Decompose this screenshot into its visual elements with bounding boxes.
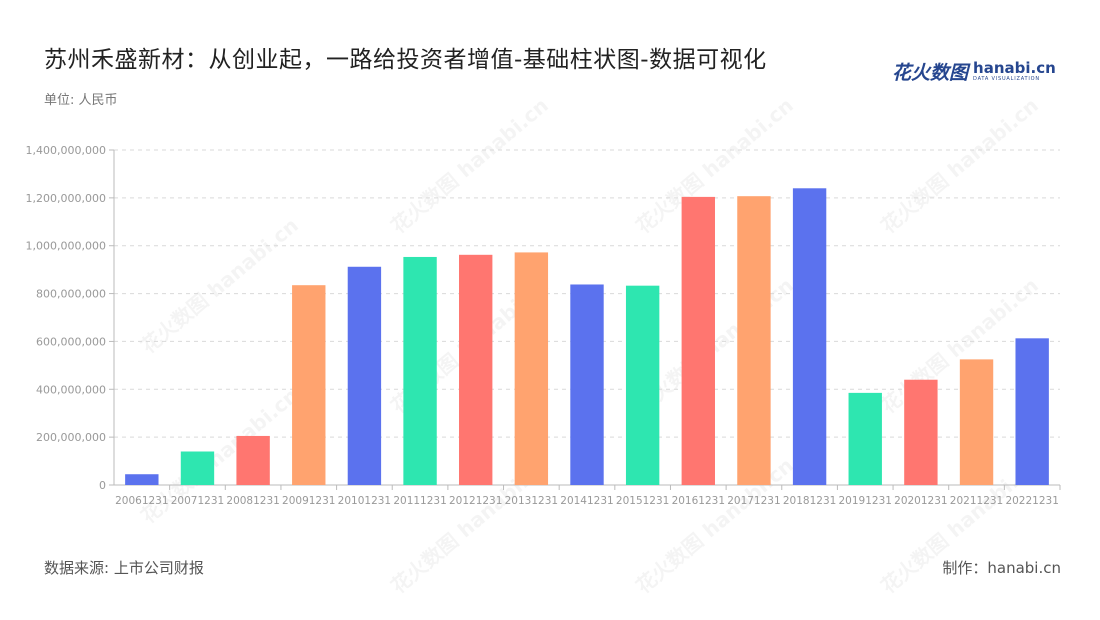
x-tick-label: 20191231 xyxy=(839,495,892,507)
bar xyxy=(904,379,938,485)
x-tick-label: 20131231 xyxy=(505,495,558,507)
y-tick-label: 1,400,000,000 xyxy=(26,144,106,157)
x-tick-label: 20091231 xyxy=(282,495,335,507)
x-tick-label: 20121231 xyxy=(449,495,502,507)
x-tick-label: 20111231 xyxy=(393,495,446,507)
bar xyxy=(125,474,159,485)
logo-text-en-main: hanabi.cn xyxy=(973,59,1056,77)
x-tick-label: 20161231 xyxy=(672,495,725,507)
bar xyxy=(959,359,994,485)
y-tick-label: 200,000,000 xyxy=(36,431,106,444)
brand-logo: 花火数图 hanabi.cn DATA VISUALIZATION xyxy=(892,58,1056,85)
bar xyxy=(236,435,270,485)
y-tick-label: 400,000,000 xyxy=(36,383,106,396)
bar xyxy=(180,451,215,485)
credit-text: 制作：hanabi.cn xyxy=(942,559,1061,577)
chart-title: 苏州禾盛新材：从创业起，一路给投资者增值-基础柱状图-数据可视化 xyxy=(44,47,767,73)
bar xyxy=(625,285,660,485)
unit-label: 单位: 人民币 xyxy=(44,93,118,108)
y-tick-label: 0 xyxy=(99,479,106,492)
logo-text-cn: 花火数图 xyxy=(892,62,969,84)
bar xyxy=(792,188,827,486)
bar xyxy=(681,196,715,485)
x-tick-label: 20201231 xyxy=(894,495,947,507)
y-tick-label: 800,000,000 xyxy=(36,288,106,301)
bar xyxy=(347,266,382,485)
bar xyxy=(403,256,437,485)
bar xyxy=(737,196,771,486)
x-tick-label: 20071231 xyxy=(171,495,224,507)
x-tick-label: 20221231 xyxy=(1005,495,1058,507)
x-tick-label: 20181231 xyxy=(783,495,836,507)
x-tick-label: 20101231 xyxy=(338,495,391,507)
logo-text-en: hanabi.cn DATA VISUALIZATION xyxy=(973,61,1056,82)
x-tick-label: 20211231 xyxy=(950,495,1003,507)
x-tick-label: 20151231 xyxy=(616,495,669,507)
y-tick-label: 600,000,000 xyxy=(36,335,106,348)
bar xyxy=(848,392,882,485)
logo-text-en-sub: DATA VISUALIZATION xyxy=(973,76,1040,82)
x-tick-label: 20171231 xyxy=(727,495,780,507)
x-tick-label: 20141231 xyxy=(560,495,613,507)
y-tick-label: 1,000,000,000 xyxy=(26,240,106,253)
bar xyxy=(459,254,493,485)
y-tick-label: 1,200,000,000 xyxy=(26,192,106,205)
x-tick-label: 20081231 xyxy=(226,495,279,507)
data-source: 数据来源: 上市公司财报 xyxy=(44,559,204,577)
bar xyxy=(292,285,326,485)
bar xyxy=(1015,338,1049,485)
x-tick-label: 20061231 xyxy=(115,495,168,507)
bar xyxy=(570,284,604,485)
bar xyxy=(514,252,549,485)
